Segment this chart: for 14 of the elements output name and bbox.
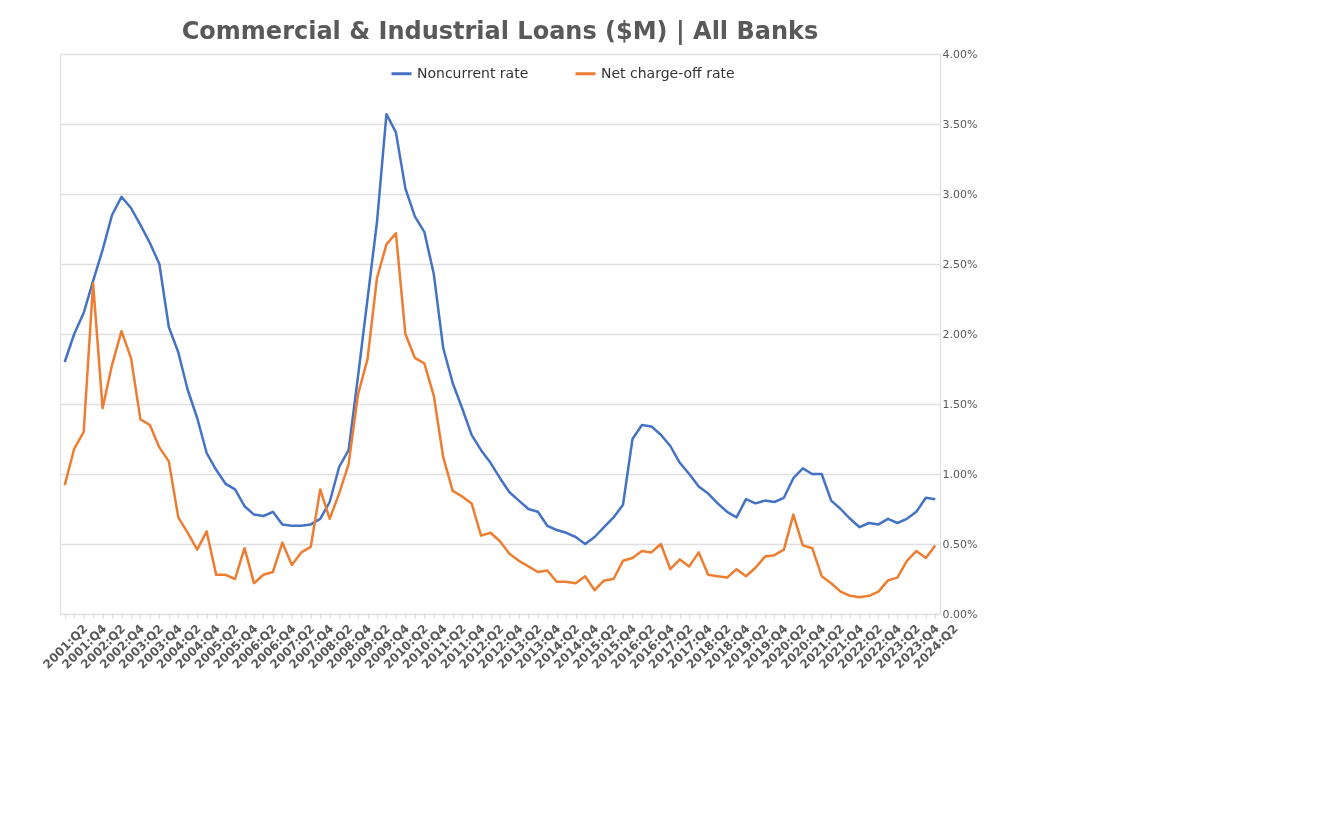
y-tick-label: 4.00%: [942, 47, 978, 61]
y-tick-label: 2.00%: [942, 327, 978, 341]
y-tick-label: 3.00%: [942, 187, 978, 201]
y-tick-label: 1.00%: [942, 467, 978, 481]
legend-label: Noncurrent rate: [417, 64, 529, 81]
y-tick-label: 2.50%: [942, 257, 978, 271]
legend-label: Net charge-off rate: [601, 64, 735, 81]
y-tick-label: 3.50%: [942, 117, 978, 131]
line-series: [63, 231, 937, 599]
y-tick-label: 0.50%: [942, 537, 978, 551]
chart-title: Commercial & Industrial Loans ($M) | All Banks: [181, 17, 819, 45]
y-tick-label: 0.00%: [942, 607, 978, 621]
line-series: [63, 112, 937, 546]
y-tick-label: 1.50%: [942, 397, 978, 411]
